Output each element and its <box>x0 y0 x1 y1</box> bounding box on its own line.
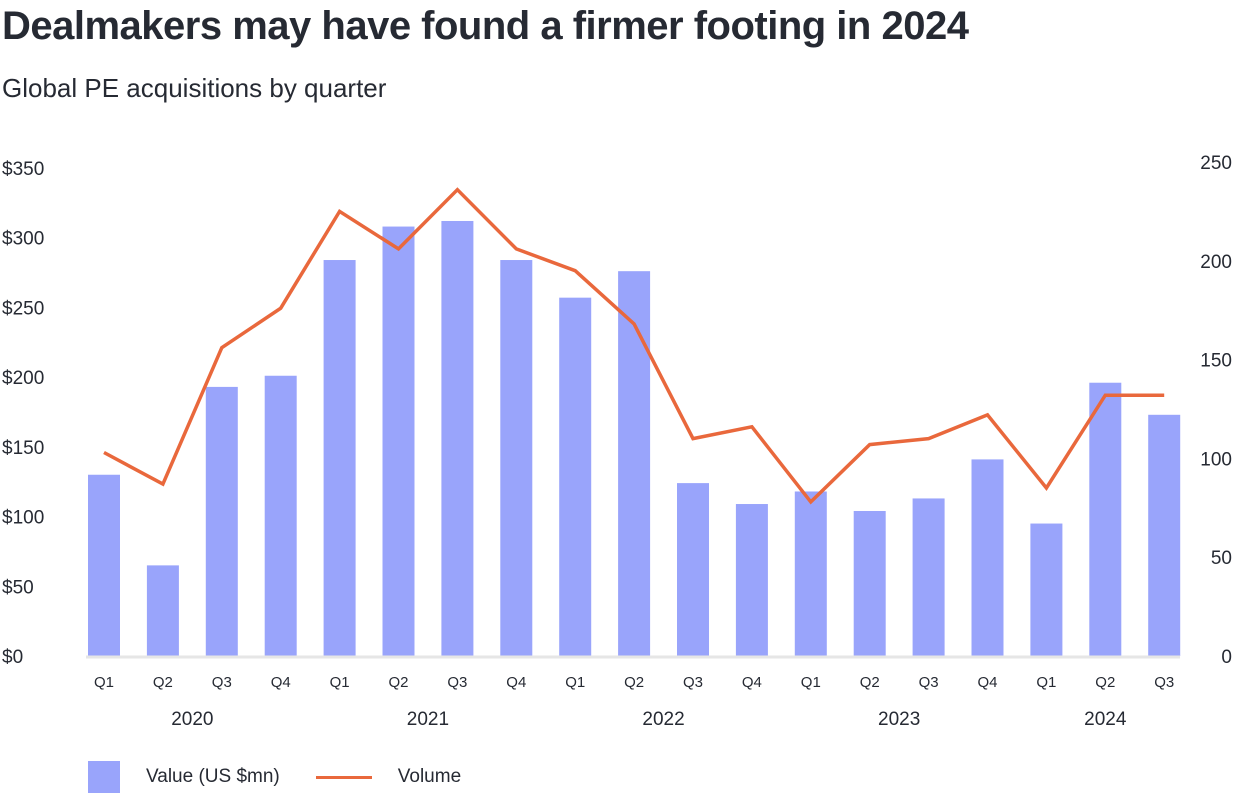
quarter-label: Q2 <box>1095 674 1115 691</box>
value-bar <box>735 504 768 656</box>
right-tick-label: 250 <box>1200 153 1232 174</box>
left-tick-label: $300 <box>2 229 44 250</box>
year-label: 2022 <box>642 709 684 730</box>
legend-volume-label: Volume <box>397 766 462 787</box>
quarter-label: Q3 <box>919 674 939 691</box>
value-bar <box>853 510 886 656</box>
quarter-label: Q3 <box>683 674 703 691</box>
left-tick-label: $100 <box>2 508 44 529</box>
year-label: 2024 <box>1084 709 1127 730</box>
left-tick-label: $250 <box>2 298 44 319</box>
quarter-label: Q4 <box>506 674 526 691</box>
right-tick-label: 150 <box>1200 351 1232 372</box>
year-labels: 2020 2021 2022 2023 2024 <box>171 709 1127 730</box>
legend-volume-swatch <box>315 775 372 779</box>
value-bar <box>559 297 592 656</box>
value-bar <box>441 220 474 657</box>
quarter-label: Q4 <box>977 674 997 691</box>
value-bar <box>205 386 238 656</box>
legend: Value (US $mn) Volume <box>88 760 461 794</box>
year-label: 2023 <box>878 709 920 730</box>
value-bar <box>500 260 533 656</box>
year-label: 2020 <box>171 709 213 730</box>
right-tick-label: 0 <box>1221 647 1232 668</box>
value-bar <box>1148 414 1181 656</box>
value-bar <box>264 375 297 656</box>
quarter-label: Q4 <box>271 674 291 691</box>
chart-title: Dealmakers may have found a firmer footi… <box>2 4 969 48</box>
value-bar <box>88 474 120 656</box>
left-tick-label: $50 <box>2 577 34 598</box>
value-bar <box>971 459 1004 656</box>
value-bar <box>1089 382 1122 656</box>
quarter-labels: Q1 Q2 Q3 Q4 Q1 Q2 Q3 Q4 Q1 Q2 Q3 Q4 Q1 Q2 Q3 Q4 Q1 Q2 Q3 <box>94 674 1174 691</box>
left-axis: $0 $50 $100 $150 $200 $250 $300 $350 <box>2 159 44 668</box>
quarter-label: Q1 <box>330 674 350 691</box>
quarter-label: Q1 <box>565 674 585 691</box>
right-tick-label: 100 <box>1200 449 1232 470</box>
value-bars <box>88 220 1181 657</box>
volume-line-path <box>103 187 1165 505</box>
left-tick-label: $0 <box>2 647 23 668</box>
quarter-label: Q3 <box>447 674 467 691</box>
right-tick-label: 50 <box>1211 548 1232 569</box>
year-label: 2021 <box>407 709 449 730</box>
quarter-label: Q2 <box>624 674 644 691</box>
quarter-label: Q3 <box>1154 674 1174 691</box>
value-bar <box>794 491 827 656</box>
value-bar <box>323 260 356 656</box>
value-bar <box>146 565 179 656</box>
quarter-label: Q2 <box>153 674 173 691</box>
right-tick-label: 200 <box>1200 252 1232 273</box>
quarter-label: Q4 <box>742 674 762 691</box>
value-bar <box>618 271 651 656</box>
quarter-label: Q2 <box>388 674 408 691</box>
value-bar <box>677 483 709 656</box>
value-bar <box>1030 523 1063 656</box>
right-axis: 0 50 100 150 200 250 <box>1200 153 1232 668</box>
quarter-label: Q1 <box>94 674 114 691</box>
legend-value-swatch <box>88 761 120 793</box>
quarter-label: Q1 <box>801 674 821 691</box>
left-tick-label: $350 <box>2 159 44 180</box>
value-bar <box>912 498 945 656</box>
quarter-label: Q1 <box>1036 674 1056 691</box>
volume-line <box>103 187 1165 505</box>
legend-value-label: Value (US $mn) <box>146 766 280 787</box>
left-tick-label: $150 <box>2 438 44 459</box>
quarter-label: Q2 <box>860 674 880 691</box>
quarter-label: Q3 <box>212 674 232 691</box>
value-bar <box>382 226 415 656</box>
chart-subtitle: Global PE acquisitions by quarter <box>2 73 387 103</box>
left-tick-label: $200 <box>2 368 44 389</box>
